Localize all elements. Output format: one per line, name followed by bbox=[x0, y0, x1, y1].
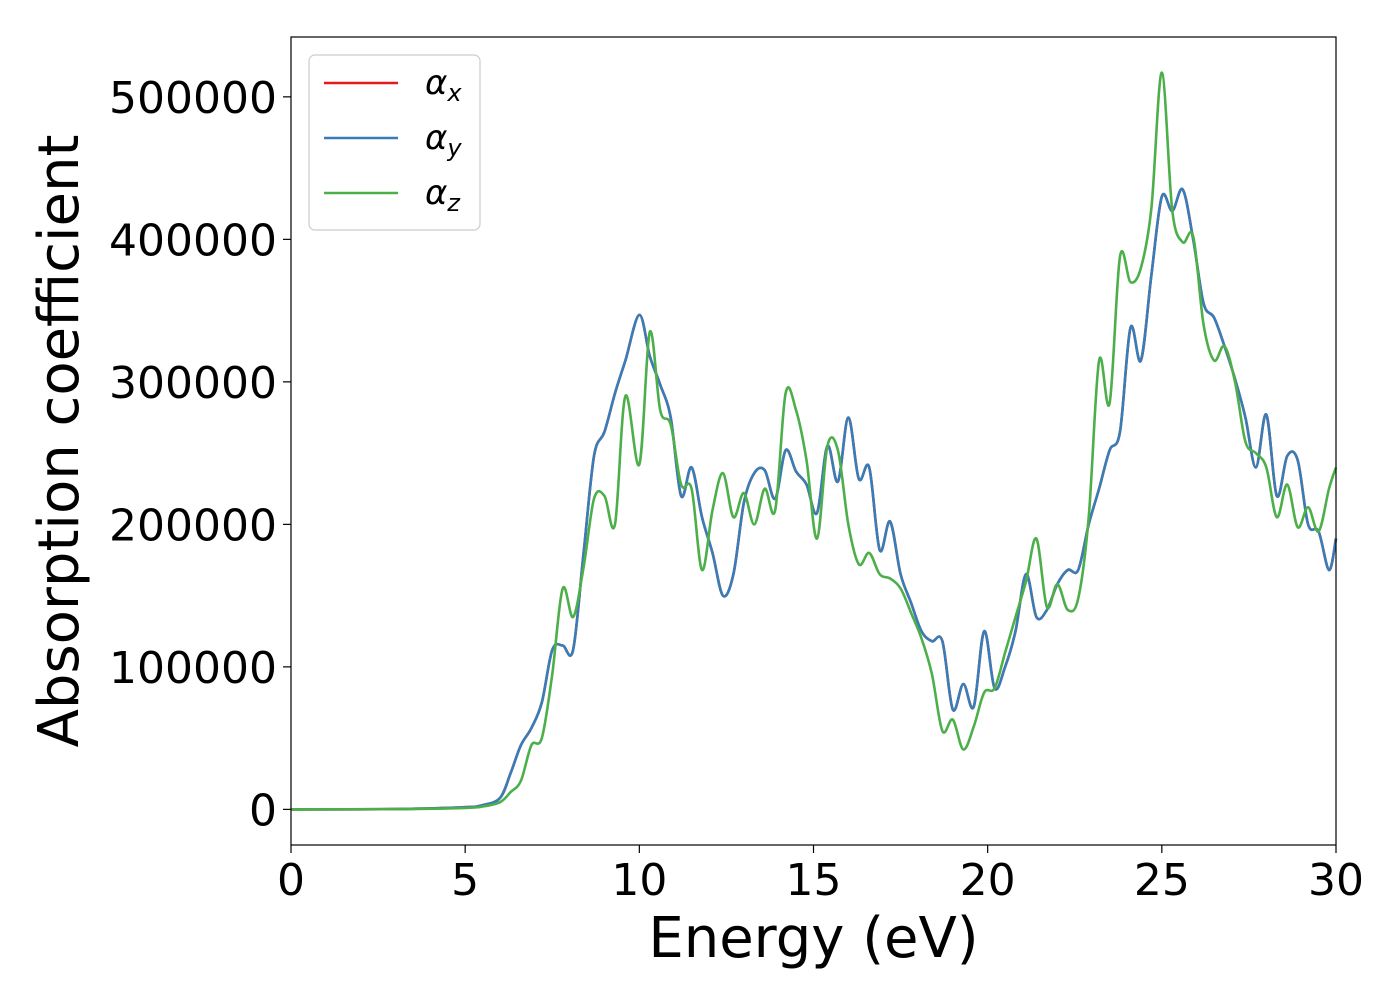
legend-subscript-x: x bbox=[446, 79, 462, 107]
y-tick-label: 400000 bbox=[109, 215, 277, 266]
x-axis-ticks: 0 5 10 15 20 25 30 bbox=[277, 845, 1364, 906]
legend-subscript-y: y bbox=[446, 134, 462, 162]
y-tick-label: 500000 bbox=[109, 73, 277, 124]
x-tick-label: 5 bbox=[451, 855, 479, 906]
y-tick-label: 300000 bbox=[109, 358, 277, 409]
y-axis-ticks: 0 100000 200000 300000 400000 500000 bbox=[109, 73, 291, 836]
x-tick-label: 25 bbox=[1134, 855, 1190, 906]
series-lines bbox=[290, 71, 1338, 811]
x-axis-title: Energy (eV) bbox=[648, 906, 978, 971]
x-tick-label: 10 bbox=[611, 855, 667, 906]
y-axis-title: Absorption coefficient bbox=[27, 135, 92, 748]
x-tick-label: 15 bbox=[786, 855, 842, 906]
legend-box bbox=[308, 54, 481, 231]
x-tick-label: 0 bbox=[277, 855, 305, 906]
y-tick-label: 100000 bbox=[109, 643, 277, 694]
y-tick-label: 200000 bbox=[109, 500, 277, 551]
legend-subscript-z: z bbox=[446, 189, 461, 217]
x-tick-label: 30 bbox=[1308, 855, 1364, 906]
x-tick-label: 20 bbox=[960, 855, 1016, 906]
series-line-z bbox=[290, 71, 1338, 811]
series-line-x bbox=[290, 187, 1338, 811]
y-tick-label: 0 bbox=[249, 785, 277, 836]
series-line-y bbox=[290, 187, 1338, 811]
